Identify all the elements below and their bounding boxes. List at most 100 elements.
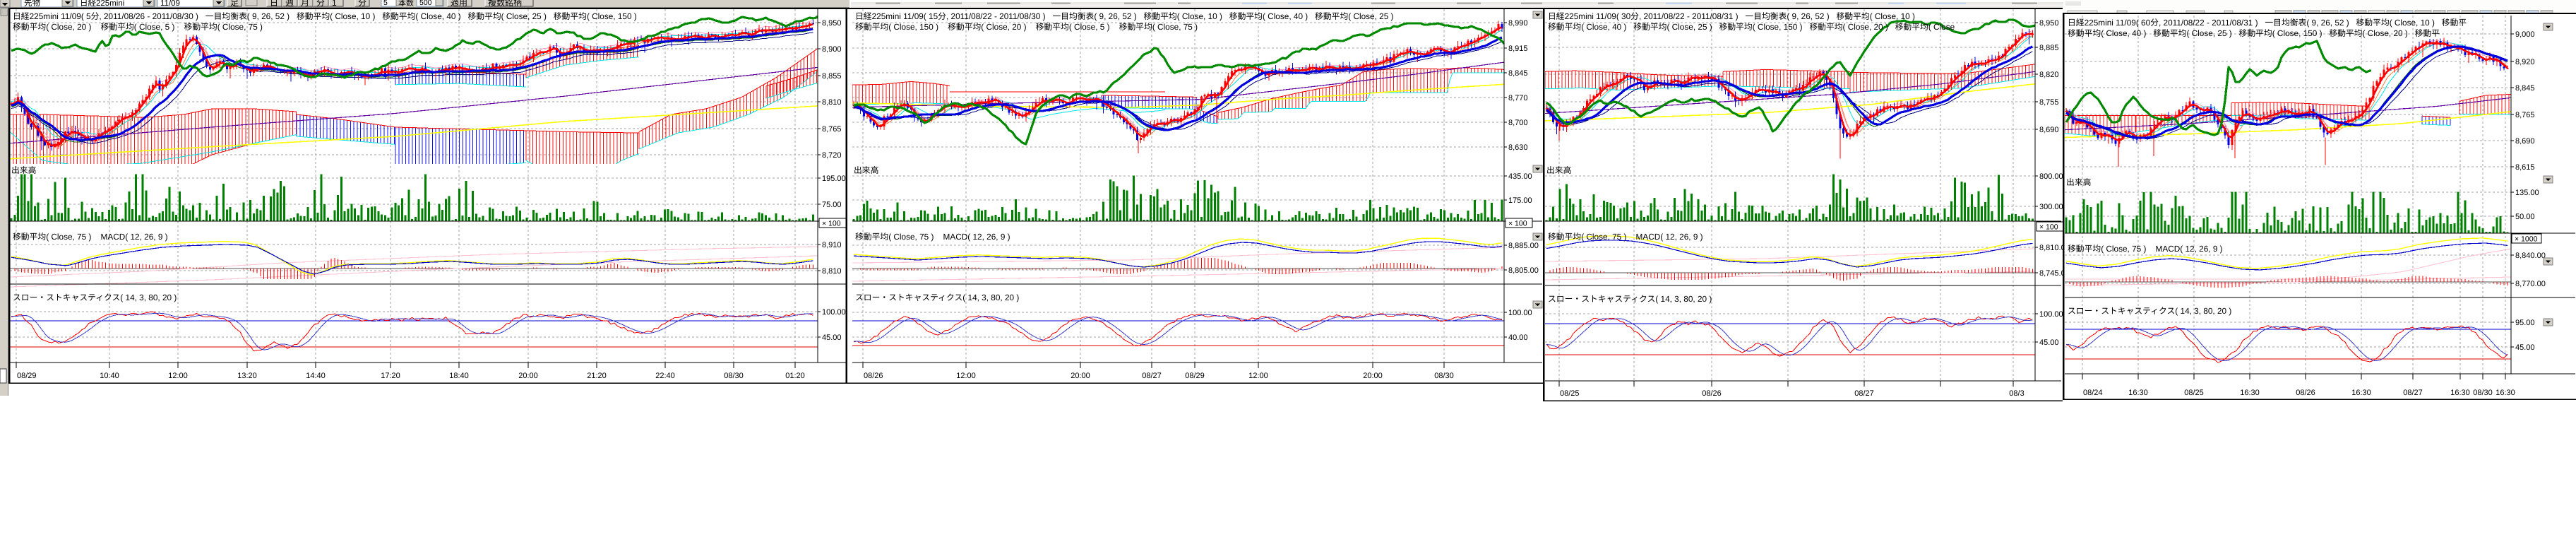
svg-text:1: 1 <box>332 0 337 8</box>
svg-text:日経225mini 11/09( 60分, 2011/08/: 日経225mini 11/09( 60分, 2011/08/22 - 2011/… <box>2068 18 2467 28</box>
svg-text:移動平均( Close, 40 ) 移動平均( Clos: 移動平均( Close, 40 ) 移動平均( Close, 25 ) 移動平均… <box>2068 28 2440 38</box>
svg-text:45.00: 45.00 <box>2515 343 2535 352</box>
svg-text:8,810: 8,810 <box>822 267 842 276</box>
svg-text:08/30: 08/30 <box>724 372 744 380</box>
svg-text:日: 日 <box>270 0 278 8</box>
svg-text:移動平均( Close, 20 ) 移動平均( Clo: 移動平均( Close, 20 ) 移動平均( Close, 5 ) 移動平均(… <box>13 22 263 32</box>
svg-text:12:00: 12:00 <box>168 372 188 380</box>
svg-text:100.00: 100.00 <box>822 308 846 317</box>
svg-text:08/27: 08/27 <box>2403 389 2423 397</box>
svg-text:8,820: 8,820 <box>2039 71 2059 79</box>
svg-text:40.00: 40.00 <box>1508 334 1528 342</box>
svg-text:10:40: 10:40 <box>100 372 119 380</box>
svg-text:複数銘柄: 複数銘柄 <box>488 0 522 8</box>
svg-text:先物: 先物 <box>24 0 40 8</box>
svg-text:95.00: 95.00 <box>2515 319 2535 327</box>
svg-text:移動平均( Close, 75 ) MACD( 12,: 移動平均( Close, 75 ) MACD( 12, 26, 9 ) <box>855 232 1010 242</box>
svg-text:135.00: 135.00 <box>2515 189 2539 197</box>
svg-text:月: 月 <box>301 0 309 8</box>
svg-text:8,770.00: 8,770.00 <box>2515 280 2546 288</box>
svg-text:08/27: 08/27 <box>1142 372 1162 380</box>
svg-text:195.00: 195.00 <box>822 175 846 183</box>
svg-text:08/30: 08/30 <box>1434 372 1454 380</box>
svg-text:45.00: 45.00 <box>2039 338 2059 347</box>
svg-text:50.00: 50.00 <box>2515 213 2535 221</box>
svg-text:435.00: 435.00 <box>1508 172 1532 181</box>
svg-text:分: 分 <box>316 0 325 8</box>
svg-text:8,765: 8,765 <box>2515 111 2535 119</box>
svg-text:8,700: 8,700 <box>1508 119 1528 127</box>
svg-text:移動平均( Close, 40 ) 移動平均( Clos: 移動平均( Close, 40 ) 移動平均( Close, 25 ) 移動平均… <box>1548 22 1955 32</box>
svg-text:出来高: 出来高 <box>1546 165 1572 175</box>
svg-text:8,810: 8,810 <box>822 98 842 107</box>
svg-text:08/25: 08/25 <box>1560 389 1580 398</box>
svg-text:20:00: 20:00 <box>1363 372 1383 380</box>
svg-text:13:20: 13:20 <box>237 372 257 380</box>
svg-text:8,720: 8,720 <box>822 151 842 160</box>
svg-text:8,690: 8,690 <box>2515 137 2535 146</box>
svg-text:175.00: 175.00 <box>1508 196 1532 205</box>
svg-text:8,990: 8,990 <box>1508 19 1528 28</box>
svg-text:出来高: 出来高 <box>11 165 37 175</box>
svg-text:足: 足 <box>230 0 239 8</box>
svg-text:9,000: 9,000 <box>2515 30 2535 39</box>
svg-text:12:00: 12:00 <box>1248 372 1268 380</box>
svg-text:8,885.00: 8,885.00 <box>1508 242 1539 250</box>
svg-text:8,920: 8,920 <box>2515 58 2535 66</box>
svg-text:8,845: 8,845 <box>2515 84 2535 93</box>
svg-text:12:00: 12:00 <box>956 372 976 380</box>
svg-text:日経225mini: 日経225mini <box>80 0 124 8</box>
svg-text:16:30: 16:30 <box>2351 389 2371 397</box>
svg-text:8,755: 8,755 <box>2039 98 2059 107</box>
svg-text:移動平均( Close, 75 ) MACD( 12,: 移動平均( Close, 75 ) MACD( 12, 26, 9 ) <box>1548 232 1703 242</box>
svg-text:08/27: 08/27 <box>1854 389 1874 398</box>
svg-text:8,615: 8,615 <box>2515 163 2535 172</box>
svg-text:8,950: 8,950 <box>2039 19 2059 28</box>
svg-text:100.00: 100.00 <box>1508 309 1532 317</box>
svg-text:× 100: × 100 <box>822 220 841 228</box>
svg-text:分: 分 <box>358 0 366 8</box>
svg-text:16:30: 16:30 <box>2450 389 2470 397</box>
svg-text:8,840.00: 8,840.00 <box>2515 252 2546 260</box>
svg-text:100.00: 100.00 <box>2039 310 2063 319</box>
svg-text:8,690: 8,690 <box>2039 126 2059 134</box>
svg-text:08/25: 08/25 <box>2184 389 2204 397</box>
svg-text:21:20: 21:20 <box>587 372 607 380</box>
svg-text:500: 500 <box>419 0 432 7</box>
svg-text:日経225mini 11/09( 30分, 2011/08/: 日経225mini 11/09( 30分, 2011/08/22 - 2011/… <box>1548 11 1915 21</box>
svg-text:08/24: 08/24 <box>2083 389 2103 397</box>
svg-text:× 100: × 100 <box>2039 223 2058 232</box>
svg-text:8,950: 8,950 <box>822 19 842 28</box>
svg-text:8,915: 8,915 <box>1508 45 1528 53</box>
svg-text:16:30: 16:30 <box>2128 389 2148 397</box>
svg-text:週: 週 <box>285 0 294 8</box>
svg-text:× 1000: × 1000 <box>2515 235 2538 244</box>
svg-text:11/09: 11/09 <box>160 0 180 8</box>
svg-text:× 100: × 100 <box>1508 220 1527 228</box>
svg-text:08/3: 08/3 <box>2009 389 2024 398</box>
svg-text:日経225mini 11/09( 15分, 2011/08/: 日経225mini 11/09( 15分, 2011/08/22 - 2011/… <box>855 11 1394 21</box>
svg-text:8,855: 8,855 <box>822 72 842 81</box>
svg-text:20:00: 20:00 <box>518 372 538 380</box>
svg-text:20:00: 20:00 <box>1071 372 1090 380</box>
svg-text:17:20: 17:20 <box>381 372 400 380</box>
svg-text:16:30: 16:30 <box>2240 389 2260 397</box>
svg-text:300.00: 300.00 <box>2039 203 2063 211</box>
svg-text:適用: 適用 <box>451 0 467 8</box>
svg-text:スロー・ストキャスティクス( 14, 3, 80, 20 ): スロー・ストキャスティクス( 14, 3, 80, 20 ) <box>2068 306 2231 316</box>
svg-text:8,770: 8,770 <box>1508 94 1528 102</box>
svg-text:18:40: 18:40 <box>449 372 469 380</box>
svg-text:8,900: 8,900 <box>822 45 842 54</box>
svg-text:スロー・ストキャスティクス( 14, 3, 80, 20 ): スロー・ストキャスティクス( 14, 3, 80, 20 ) <box>1548 294 1712 304</box>
svg-text:移動平均( Close, 75 ) MACD( 12,: 移動平均( Close, 75 ) MACD( 12, 26, 9 ) <box>13 232 168 242</box>
svg-text:8,805.00: 8,805.00 <box>1508 266 1539 275</box>
svg-text:08/26: 08/26 <box>864 372 883 380</box>
svg-text:8,765: 8,765 <box>822 125 842 134</box>
svg-text:移動平均( Close, 75 ) MACD( 12,: 移動平均( Close, 75 ) MACD( 12, 26, 9 ) <box>2068 244 2223 254</box>
svg-text:45.00: 45.00 <box>822 334 842 342</box>
svg-text:8,630: 8,630 <box>1508 143 1528 152</box>
svg-text:08/30: 08/30 <box>2473 389 2493 397</box>
svg-text:14:40: 14:40 <box>306 372 326 380</box>
svg-text:スロー・ストキャスティクス( 14, 3, 80, 20 ): スロー・ストキャスティクス( 14, 3, 80, 20 ) <box>855 293 1019 302</box>
svg-text:日経225mini 11/09( 5分, 2011/08/2: 日経225mini 11/09( 5分, 2011/08/26 - 2011/0… <box>13 11 637 21</box>
